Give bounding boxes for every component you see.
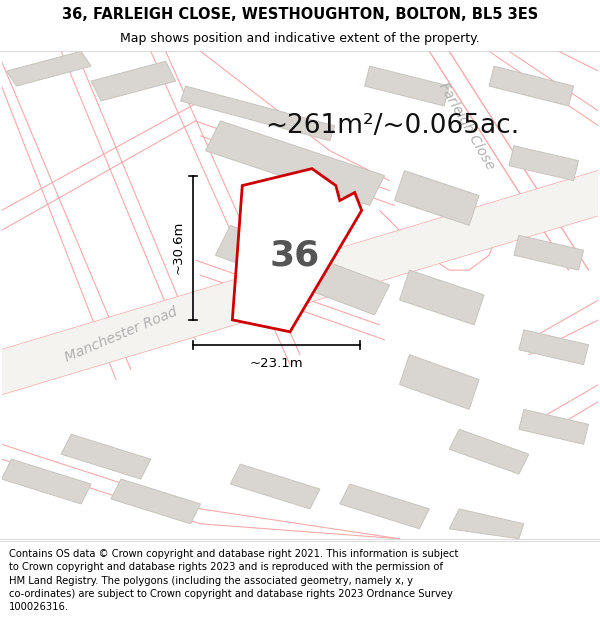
Polygon shape <box>111 479 200 524</box>
Polygon shape <box>365 66 449 106</box>
Polygon shape <box>519 409 589 444</box>
Polygon shape <box>230 464 320 509</box>
Polygon shape <box>7 51 91 86</box>
Polygon shape <box>2 171 598 394</box>
Polygon shape <box>514 235 584 270</box>
Polygon shape <box>400 355 479 409</box>
Polygon shape <box>449 509 524 539</box>
Polygon shape <box>61 434 151 479</box>
Polygon shape <box>400 270 484 325</box>
Text: ~23.1m: ~23.1m <box>250 357 303 369</box>
Polygon shape <box>2 459 91 504</box>
Polygon shape <box>205 121 385 206</box>
Polygon shape <box>215 226 389 315</box>
Text: Farleigh Close: Farleigh Close <box>436 80 497 172</box>
Polygon shape <box>519 330 589 364</box>
Polygon shape <box>340 484 430 529</box>
Polygon shape <box>395 171 479 226</box>
Polygon shape <box>232 169 362 332</box>
Text: Manchester Road: Manchester Road <box>62 305 179 365</box>
Text: ~261m²/~0.065ac.: ~261m²/~0.065ac. <box>265 113 520 139</box>
Polygon shape <box>449 429 529 474</box>
Text: 36: 36 <box>270 238 320 272</box>
Polygon shape <box>489 66 574 106</box>
Polygon shape <box>181 86 335 141</box>
Polygon shape <box>509 146 578 181</box>
Text: 36, FARLEIGH CLOSE, WESTHOUGHTON, BOLTON, BL5 3ES: 36, FARLEIGH CLOSE, WESTHOUGHTON, BOLTON… <box>62 7 538 22</box>
Text: Map shows position and indicative extent of the property.: Map shows position and indicative extent… <box>120 32 480 45</box>
Polygon shape <box>91 61 176 101</box>
Text: ~30.6m: ~30.6m <box>172 221 185 274</box>
Text: Contains OS data © Crown copyright and database right 2021. This information is : Contains OS data © Crown copyright and d… <box>9 549 458 612</box>
